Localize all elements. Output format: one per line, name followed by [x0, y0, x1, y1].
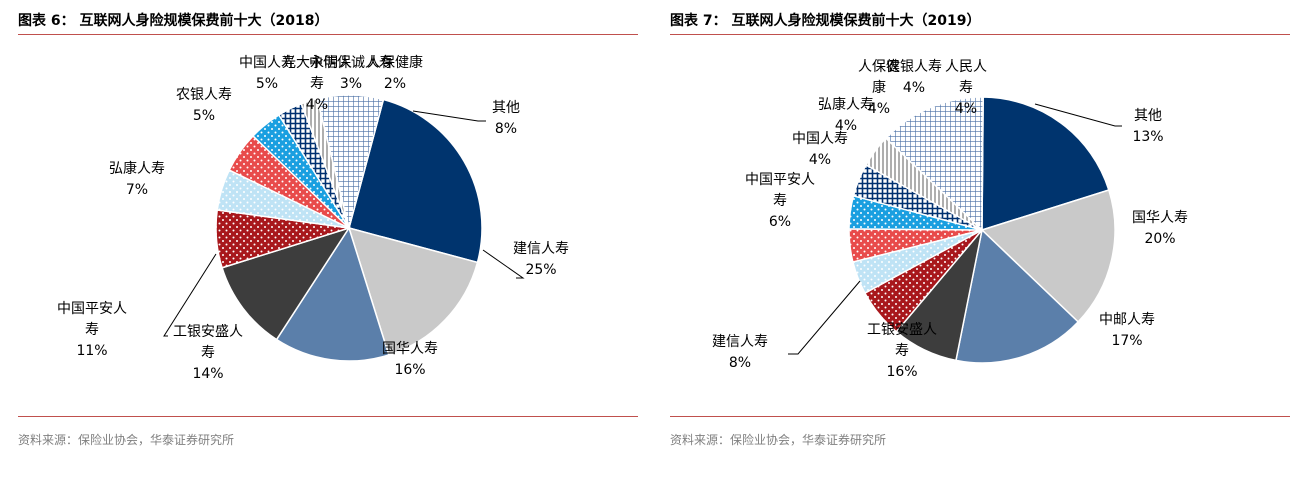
chart-panel-2018: 图表 6： 互联网人身险规模保费前十大（2018） 建信人寿 25% 国华人寿 16%… — [18, 0, 658, 481]
slice-label-人民人寿: 人民人寿 — [945, 59, 987, 96]
leader-line — [482, 249, 525, 279]
chart-title: 图表 6： 互联网人身险规模保费前十大（2018） — [18, 13, 329, 29]
slice-value-农银人寿: 5% — [193, 108, 215, 124]
slice-value-中邮人寿: 17% — [1111, 333, 1142, 349]
slice-value-人保健康: 4% — [868, 101, 890, 117]
pie-slice-中国平安人寿 — [221, 226, 351, 341]
slice-value-中国人寿: 4% — [809, 152, 831, 168]
title-divider — [670, 34, 1290, 35]
leader-line — [412, 110, 486, 122]
slice-value-工银安盛人寿: 14% — [192, 366, 223, 382]
slice-label-国华人寿: 国华人寿 — [382, 340, 438, 357]
slice-value-人保健康: 2% — [384, 76, 406, 92]
pie-slice-国华人寿 — [981, 96, 1110, 232]
slice-value-弘康人寿: 7% — [126, 182, 148, 198]
slice-label-中邮人寿: 中邮人寿 — [1099, 311, 1155, 328]
slice-label-中国平安人寿: 中国平安人寿 — [745, 172, 815, 209]
slice-label-人保健康: 人保健康 — [367, 54, 423, 71]
slice-label-中国平安人寿: 中国平安人寿 — [57, 301, 127, 338]
pie-slice-中邮人寿 — [980, 189, 1116, 323]
slice-label-中国人寿: 中国人寿 — [792, 130, 848, 147]
slice-value-建信人寿: 25% — [525, 262, 556, 278]
slice-label-弘康人寿: 弘康人寿 — [109, 160, 165, 177]
slice-label-国华人寿: 国华人寿 — [1132, 209, 1188, 226]
leader-line — [163, 253, 217, 337]
slice-value-中信保诚人寿: 3% — [340, 76, 362, 92]
chart-panel-2019: 图表 7： 互联网人身险规模保费前十大（2019） 国华人寿 20% 中邮人寿 17%… — [670, 0, 1307, 481]
slice-label-中国人寿: 中国人寿 — [239, 54, 295, 71]
slice-value-工银安盛人寿: 16% — [886, 364, 917, 380]
slice-value-其他: 13% — [1132, 129, 1163, 145]
pie-slice-国华人寿 — [347, 226, 479, 356]
title-divider — [18, 34, 638, 35]
leader-line — [788, 280, 861, 355]
leader-line — [1034, 103, 1122, 127]
slice-value-光大永明人寿: 4% — [306, 97, 328, 113]
slice-labels: 国华人寿 20% 中邮人寿 17% 工银安盛人寿 16% 建信人寿 8% 中国平安人寿 6% 中国人… — [712, 58, 1188, 380]
slice-value-人民人寿: 4% — [955, 101, 977, 117]
slice-label-农银人寿: 农银人寿 — [176, 86, 232, 103]
slice-label-工银安盛人寿: 工银安盛人寿 — [173, 324, 243, 361]
slice-label-建信人寿: 建信人寿 — [712, 333, 768, 350]
source-note: 资料来源：保险业协会，华泰证券研究所 — [18, 433, 235, 447]
chart-title: 图表 7： 互联网人身险规模保费前十大（2019） — [670, 13, 981, 29]
slice-value-弘康人寿: 4% — [835, 118, 857, 134]
slice-label-光大永明人寿: 光大永明人寿 — [282, 55, 352, 92]
slice-value-建信人寿: 8% — [729, 355, 751, 371]
slice-label-其他: 其他 — [1134, 108, 1162, 124]
slice-value-其他: 8% — [495, 121, 517, 137]
slice-value-农银人寿: 4% — [903, 80, 925, 96]
slice-label-农银人寿: 农银人寿 — [886, 58, 942, 75]
slice-value-中国平安人寿: 6% — [769, 214, 791, 230]
slices — [848, 96, 1116, 364]
pie-slice-建信人寿 — [348, 98, 483, 264]
pie-chart-2019: 国华人寿 20% 中邮人寿 17% 工银安盛人寿 16% 建信人寿 8% 中国平安人寿 6% 中国人… — [712, 58, 1188, 380]
slice-value-中国人寿: 5% — [256, 76, 278, 92]
slice-label-工银安盛人寿: 工银安盛人寿 — [867, 322, 937, 359]
slice-label-弘康人寿: 弘康人寿 — [818, 96, 874, 113]
pie-slice-其他 — [316, 94, 385, 229]
slice-label-其他: 其他 — [492, 100, 520, 116]
slices — [215, 94, 483, 362]
pie-chart-2018: 建信人寿 25% 国华人寿 16% 工银安盛人寿 14% 中国平安人寿 11% 弘康人寿 7% 农银… — [57, 54, 569, 382]
slice-value-国华人寿: 16% — [394, 362, 425, 378]
source-divider — [670, 416, 1290, 417]
slice-value-国华人寿: 20% — [1144, 231, 1175, 247]
source-divider — [18, 416, 638, 417]
slice-value-中国平安人寿: 11% — [76, 343, 107, 359]
pie-slice-工银安盛人寿 — [275, 226, 390, 362]
pie-slice-其他 — [884, 96, 984, 232]
pie-slice-工银安盛人寿 — [955, 228, 1080, 364]
slice-label-人保健康: 人保健康 — [858, 59, 900, 96]
source-note: 资料来源：保险业协会，华泰证券研究所 — [670, 433, 887, 447]
slice-label-中信保诚人寿: 中信保诚人寿 — [309, 54, 393, 71]
slice-labels: 建信人寿 25% 国华人寿 16% 工银安盛人寿 14% 中国平安人寿 11% 弘康人寿 7% 农银… — [57, 54, 569, 382]
slice-label-建信人寿: 建信人寿 — [513, 240, 569, 257]
